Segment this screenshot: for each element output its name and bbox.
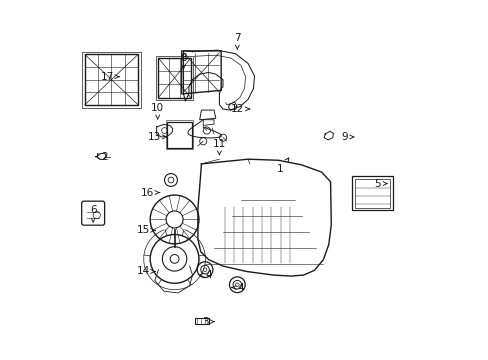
Bar: [195, 318, 209, 324]
Text: 10: 10: [151, 103, 164, 119]
Text: 5: 5: [373, 179, 386, 189]
Text: 4: 4: [199, 270, 211, 280]
Text: 12: 12: [230, 104, 249, 114]
Text: 7: 7: [234, 33, 240, 49]
Bar: [351, 176, 392, 211]
Text: 11: 11: [212, 139, 225, 155]
Bar: [165, 121, 193, 149]
Bar: [354, 179, 389, 208]
Bar: [85, 54, 138, 105]
Bar: [156, 56, 192, 100]
Text: 3: 3: [202, 317, 214, 327]
Text: 8: 8: [180, 53, 186, 69]
Bar: [167, 122, 191, 148]
Bar: [158, 58, 190, 98]
Bar: [82, 51, 141, 108]
Text: 4: 4: [231, 283, 244, 293]
Text: 1: 1: [277, 158, 288, 174]
Text: 6: 6: [90, 206, 96, 222]
Text: 2: 2: [95, 152, 108, 162]
Text: 13: 13: [148, 132, 167, 142]
Text: 14: 14: [137, 266, 155, 276]
Text: 16: 16: [141, 188, 160, 198]
Text: 15: 15: [137, 225, 155, 235]
Text: 9: 9: [341, 132, 353, 142]
Text: 17: 17: [101, 72, 120, 82]
